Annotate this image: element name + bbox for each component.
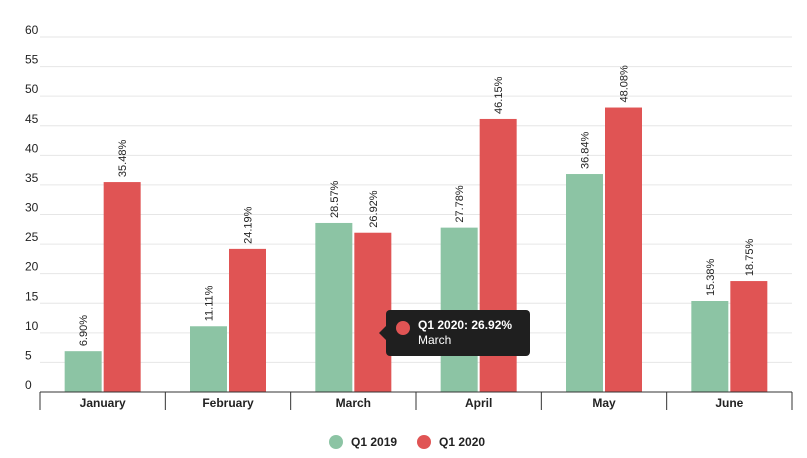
gridlines [40, 36, 792, 363]
legend-label: Q1 2020 [439, 435, 485, 449]
x-tick-label: June [715, 396, 743, 410]
data-label: 35.48% [117, 140, 129, 178]
y-tick-label: 15 [25, 289, 39, 303]
x-tick-label: April [465, 396, 492, 410]
bar-q1-2020-may [605, 107, 642, 392]
data-label: 15.38% [705, 258, 717, 296]
bar-q1-2019-may [566, 174, 603, 392]
bar-q1-2019-march [315, 222, 353, 392]
legend: Q1 2019 Q1 2020 [329, 435, 485, 449]
data-label: 27.78% [454, 185, 466, 223]
data-label: 26.92% [368, 190, 380, 228]
data-label: 28.57% [329, 180, 341, 218]
data-label: 48.08% [619, 65, 631, 103]
y-tick-label: 0 [25, 378, 32, 392]
legend-swatch [417, 435, 431, 449]
data-label: 24.19% [243, 206, 255, 244]
x-tick-label: March [336, 396, 371, 410]
bar-q1-2020-march [354, 232, 392, 392]
y-tick-label: 60 [25, 23, 39, 37]
data-label: 36.84% [580, 132, 592, 170]
bar-q1-2020-june [730, 281, 768, 392]
bar-q1-2020-february [229, 248, 266, 392]
bar-q1-2020-january [103, 182, 141, 392]
legend-label: Q1 2019 [351, 435, 397, 449]
x-tick-label: February [202, 396, 254, 410]
data-label: 46.15% [493, 76, 505, 114]
y-tick-label: 50 [25, 82, 39, 96]
y-tick-label: 25 [25, 230, 39, 244]
legend-swatch [329, 435, 343, 449]
y-tick-label: 35 [25, 171, 39, 185]
y-tick-label: 30 [25, 201, 39, 215]
x-tick-label: May [592, 396, 616, 410]
y-tick-label: 55 [25, 53, 39, 67]
y-tick-label: 10 [25, 319, 39, 333]
y-axis: 0 5 10 15 20 25 30 35 40 45 50 55 60 [25, 23, 39, 392]
bar-q1-2019-june [691, 301, 729, 392]
y-tick-label: 5 [25, 348, 32, 362]
data-label: 18.75% [744, 239, 756, 277]
tooltip-series-dot [396, 321, 410, 335]
data-label: 11.11% [204, 285, 216, 321]
x-axis: January February March April May June [39, 391, 793, 410]
data-label: 6.90% [78, 315, 90, 346]
tooltip: Q1 2020: 26.92% March [379, 310, 530, 356]
bar-q1-2019-february [190, 326, 227, 392]
y-tick-label: 45 [25, 112, 39, 126]
bars: 6.90% 35.48% 11.11% 24.19% 28.57% 26.92% 27.78… [64, 65, 768, 392]
y-tick-label: 40 [25, 141, 39, 155]
bar-q1-2019-january [64, 351, 102, 392]
x-tick-label: January [80, 396, 126, 410]
tooltip-subtitle: March [418, 333, 452, 347]
bar-q1-2019-april [440, 227, 478, 392]
y-tick-label: 20 [25, 260, 39, 274]
tooltip-title: Q1 2020: 26.92% [418, 318, 513, 332]
